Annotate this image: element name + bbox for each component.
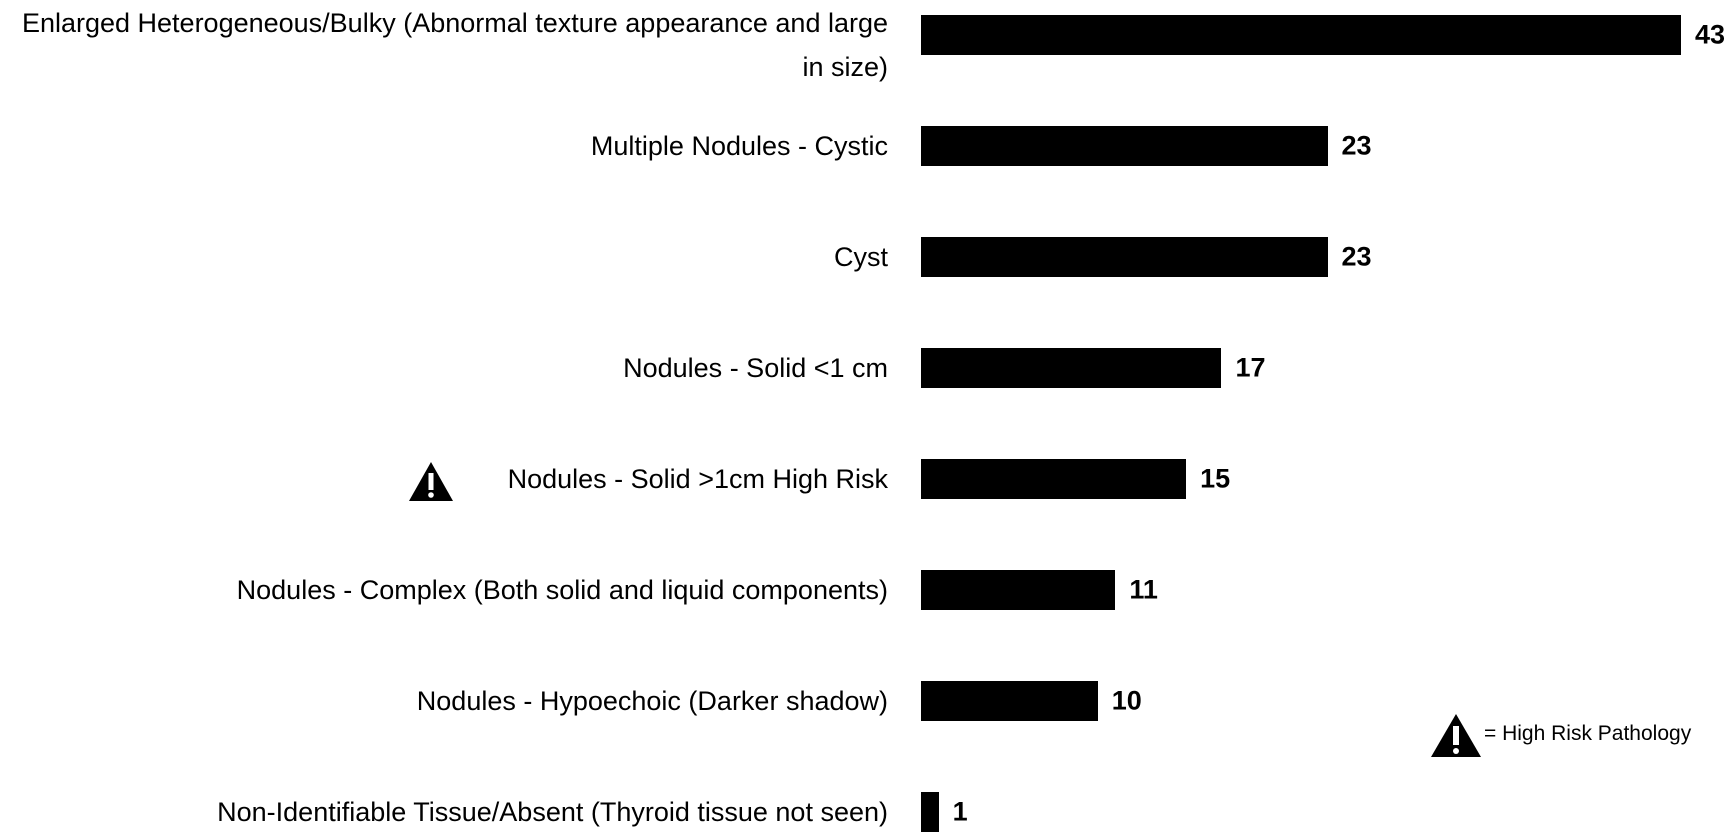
value-label: 15: [1200, 463, 1231, 494]
warning-icon: [1431, 714, 1481, 757]
value-label: 1: [952, 796, 968, 827]
bar: [921, 570, 1116, 610]
value-label: 43: [1695, 19, 1726, 50]
category-label: Multiple Nodules - Cystic: [590, 131, 888, 161]
value-label: 17: [1235, 352, 1266, 383]
bar: [921, 459, 1187, 499]
category-label: Non-Identifiable Tissue/Absent (Thyroid …: [217, 797, 888, 827]
bar: [921, 348, 1222, 388]
bar: [921, 237, 1328, 277]
category-label: Nodules - Solid >1cm High Risk: [507, 464, 888, 494]
value-label: 10: [1111, 685, 1142, 716]
category-label: Nodules - Complex (Both solid and liquid…: [236, 575, 888, 605]
warning-icon: [409, 462, 453, 501]
bar: [921, 792, 939, 832]
category-label: Cyst: [834, 242, 888, 272]
bar: [921, 681, 1098, 721]
category-label: Enlarged Heterogeneous/Bulky (Abnormal t…: [21, 8, 888, 82]
value-label: 23: [1341, 241, 1372, 272]
value-label: 23: [1341, 130, 1372, 161]
value-label: 11: [1129, 574, 1158, 605]
category-label: Nodules - Solid <1 cm: [623, 353, 888, 383]
category-label: Nodules - Hypoechoic (Darker shadow): [416, 686, 888, 716]
bar: [921, 15, 1681, 55]
legend-text: = High Risk Pathology: [1484, 722, 1692, 745]
bar: [921, 126, 1328, 166]
